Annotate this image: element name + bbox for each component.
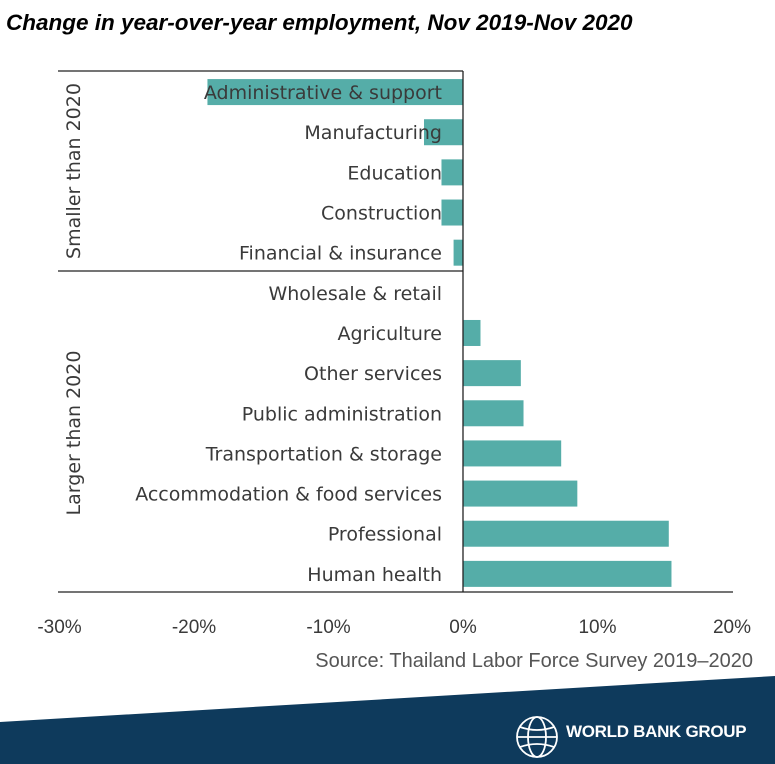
- bar-transportation-storage: [463, 440, 562, 467]
- bar-education: [441, 159, 463, 186]
- bar-administrative-support: [207, 79, 463, 106]
- footer-band: [0, 676, 775, 764]
- category-label: Public administration: [242, 403, 442, 425]
- world-bank-logo-text: WORLD BANK GROUP: [566, 722, 747, 741]
- bar-accommodation-food-services: [463, 480, 578, 507]
- chart-title: Change in year-over-year employment, Nov…: [6, 10, 633, 35]
- category-label: Education: [347, 162, 442, 184]
- category-label: Human health: [307, 564, 442, 586]
- source-note: Source: Thailand Labor Force Survey 2019…: [315, 650, 753, 672]
- x-tick-label: -30%: [37, 617, 81, 638]
- bar-manufacturing: [423, 119, 463, 146]
- x-tick-label: 10%: [578, 617, 616, 638]
- group-label-larger: Larger than 2020: [63, 351, 85, 516]
- x-tick-label: -20%: [172, 617, 216, 638]
- bar-human-health: [463, 560, 672, 587]
- group-label-smaller: Smaller than 2020: [63, 83, 85, 259]
- category-label: Other services: [304, 363, 442, 385]
- bar-professional: [463, 520, 669, 547]
- world-bank-globe-icon: [516, 716, 558, 758]
- bar-public-administration: [463, 400, 524, 427]
- category-label: Agriculture: [338, 323, 443, 345]
- bar-other-services: [463, 360, 521, 387]
- category-label: Accommodation & food services: [135, 484, 442, 506]
- bar-agriculture: [463, 319, 481, 346]
- x-tick-label: -10%: [306, 617, 350, 638]
- bar-financial-insurance: [453, 239, 463, 266]
- category-label: Administrative & support: [204, 82, 442, 104]
- x-tick-label: 0%: [449, 617, 477, 638]
- bar-construction: [441, 199, 463, 226]
- category-label: Wholesale & retail: [268, 283, 442, 305]
- category-label: Transportation & storage: [205, 443, 442, 465]
- x-tick-label: 20%: [713, 617, 751, 638]
- category-label: Construction: [321, 203, 442, 225]
- category-label: Professional: [328, 524, 442, 546]
- category-label: Manufacturing: [304, 122, 442, 144]
- category-label: Financial & insurance: [239, 243, 442, 265]
